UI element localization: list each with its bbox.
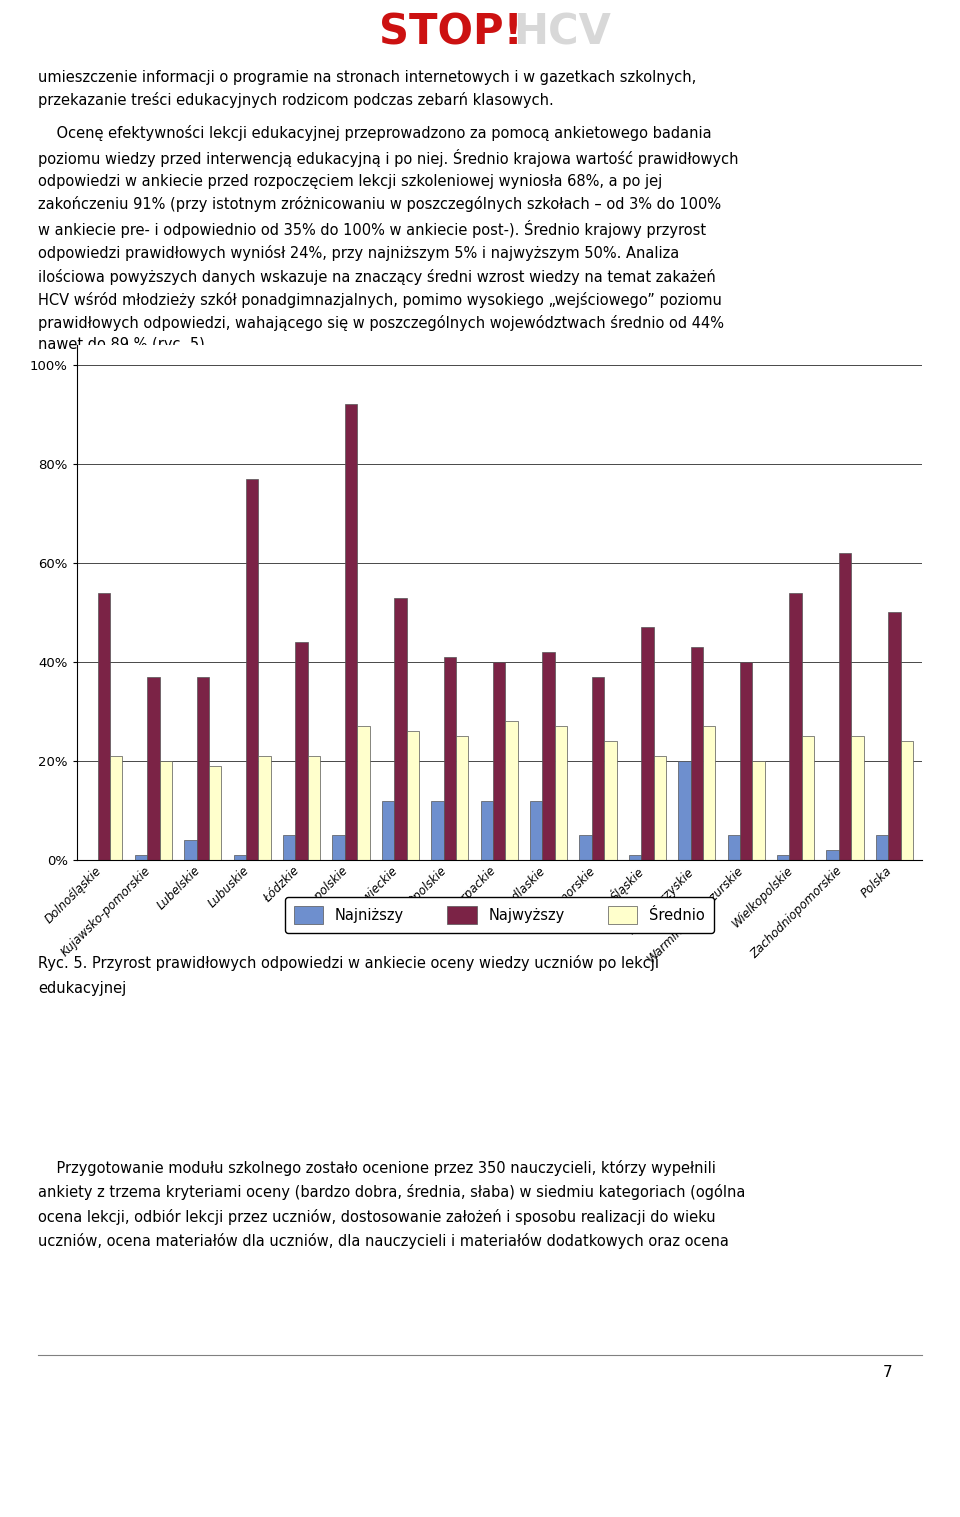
Bar bbox=[197, 677, 209, 860]
Bar bbox=[159, 762, 172, 860]
Text: HCV: HCV bbox=[514, 12, 612, 53]
Bar bbox=[827, 850, 839, 860]
Bar bbox=[357, 727, 370, 860]
Legend: Najniższy, Najwyższy, Średnio: Najniższy, Najwyższy, Średnio bbox=[285, 898, 713, 933]
Bar bbox=[283, 836, 296, 860]
Bar bbox=[900, 742, 913, 860]
Bar bbox=[258, 755, 271, 860]
Bar bbox=[641, 627, 654, 860]
Bar bbox=[296, 642, 308, 860]
Bar bbox=[604, 742, 616, 860]
Bar bbox=[728, 836, 740, 860]
Bar bbox=[184, 840, 197, 860]
Bar bbox=[789, 593, 802, 860]
Text: umieszczenie informacji o programie na stronach internetowych i w gazetkach szko: umieszczenie informacji o programie na s… bbox=[38, 70, 697, 108]
Bar bbox=[555, 727, 567, 860]
Bar bbox=[444, 657, 456, 860]
Bar bbox=[395, 598, 407, 860]
Bar bbox=[505, 722, 517, 860]
Text: Ryc. 5. Przyrost prawidłowych odpowiedzi w ankiecie oceny wiedzy uczniów po lekc: Ryc. 5. Przyrost prawidłowych odpowiedzi… bbox=[38, 956, 660, 995]
Text: Ocenę efektywności lekcji edukacyjnej przeprowadzono za pomocą ankietowego badan: Ocenę efektywności lekcji edukacyjnej pr… bbox=[38, 124, 739, 352]
Bar bbox=[703, 727, 715, 860]
Bar bbox=[493, 661, 505, 860]
Bar bbox=[407, 731, 419, 860]
Bar bbox=[753, 762, 765, 860]
Bar bbox=[382, 801, 395, 860]
Bar bbox=[629, 856, 641, 860]
Bar bbox=[690, 648, 703, 860]
Bar bbox=[110, 755, 123, 860]
Bar bbox=[580, 836, 591, 860]
Bar bbox=[777, 856, 789, 860]
Bar bbox=[308, 755, 320, 860]
Bar bbox=[481, 801, 493, 860]
Bar bbox=[876, 836, 888, 860]
Bar bbox=[431, 801, 444, 860]
Bar bbox=[98, 593, 110, 860]
Text: Przygotowanie modułu szkolnego zostało ocenione przez 350 nauczycieli, którzy wy: Przygotowanie modułu szkolnego zostało o… bbox=[38, 1161, 746, 1250]
Text: STOP!: STOP! bbox=[379, 12, 523, 53]
Bar bbox=[332, 836, 345, 860]
Bar bbox=[246, 479, 258, 860]
Text: 7: 7 bbox=[883, 1365, 893, 1380]
Bar bbox=[542, 652, 555, 860]
Bar bbox=[654, 755, 666, 860]
Bar bbox=[209, 766, 222, 860]
Bar bbox=[456, 736, 468, 860]
Bar bbox=[233, 856, 246, 860]
Bar bbox=[679, 762, 690, 860]
Bar bbox=[591, 677, 604, 860]
Bar bbox=[888, 613, 900, 860]
Bar bbox=[852, 736, 864, 860]
Bar bbox=[345, 405, 357, 860]
Bar bbox=[802, 736, 814, 860]
Bar bbox=[134, 856, 147, 860]
Bar bbox=[839, 554, 852, 860]
Bar bbox=[530, 801, 542, 860]
Bar bbox=[147, 677, 159, 860]
Bar bbox=[740, 661, 753, 860]
